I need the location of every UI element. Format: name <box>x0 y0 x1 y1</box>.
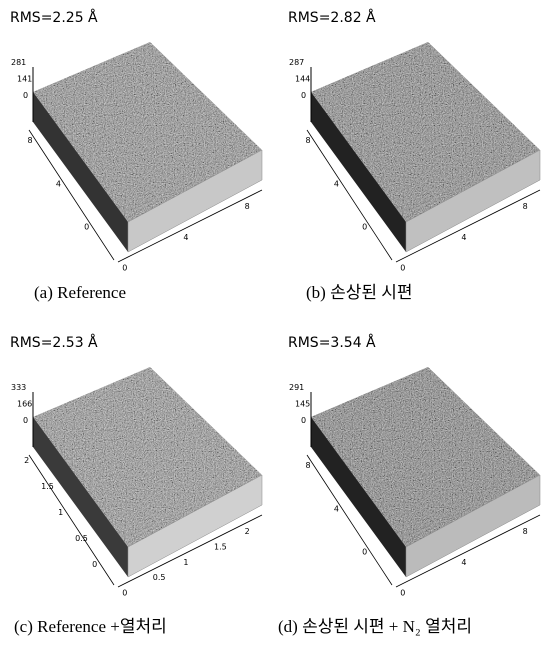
y-tick-label: 8 <box>28 136 33 145</box>
z-tick-label: 141 <box>17 75 32 84</box>
y-tick-label: 8 <box>306 461 311 470</box>
x-tick-label: 4 <box>461 558 466 567</box>
y-tick-label: 4 <box>334 504 339 513</box>
z-tick-label: 333 <box>11 383 26 392</box>
panel-caption: (a) Reference <box>34 283 126 302</box>
x-tick-label: 2 <box>245 527 250 536</box>
rms-label: RMS=3.54 Å <box>288 334 376 351</box>
z-tick-label: 144 <box>295 75 310 84</box>
afm-panel: RMS=2.82 Å 287 144 0 8 4 0 0 4 8 <box>288 9 540 272</box>
figure: RMS=2.25 Å2811410840048(a) ReferenceRMS=… <box>0 0 557 652</box>
afm-panel: RMS=2.53 Å 333 166 0 2 1.5 1 0.5 0 0 0.5 1 1.5 2 <box>10 334 262 597</box>
x-tick-label: 8 <box>523 202 528 211</box>
z-tick-label: 287 <box>289 58 304 67</box>
x-tick-label: 0 <box>400 263 405 272</box>
afm-panel: RMS=3.54 Å 291 145 0 8 4 0 0 4 8 <box>288 334 540 597</box>
x-tick-label: 0 <box>400 588 405 597</box>
y-tick-label: 4 <box>334 179 339 188</box>
y-tick-label: 1.5 <box>41 482 54 491</box>
y-tick-label: 0 <box>362 223 367 232</box>
x-tick-label: 4 <box>461 233 466 242</box>
rms-label: RMS=2.53 Å <box>10 334 98 351</box>
z-tick-label: 0 <box>23 91 28 100</box>
afm-panel: RMS=2.25 Å 281 141 0 8 4 0 0 4 8 <box>10 9 262 272</box>
y-tick-label: 0.5 <box>75 534 88 543</box>
y-tick-label: 0 <box>362 548 367 557</box>
y-tick-label: 0 <box>84 223 89 232</box>
x-tick-label: 8 <box>523 527 528 536</box>
panel-caption: (b) 손상된 시편 <box>306 283 413 302</box>
panel-caption: (c) Reference +열처리 <box>14 617 167 636</box>
x-tick-label: 1.5 <box>214 543 227 552</box>
z-tick-label: 291 <box>289 383 304 392</box>
y-tick-label: 4 <box>56 179 61 188</box>
rms-label: RMS=2.25 Å <box>10 9 98 26</box>
x-tick-label: 0 <box>122 263 127 272</box>
panel-caption: (d) 손상된 시편 + N₂ 열처리 <box>278 617 472 636</box>
y-tick-label: 1 <box>58 508 63 517</box>
z-tick-label: 166 <box>17 400 32 409</box>
rms-label: RMS=2.82 Å <box>288 9 376 26</box>
x-tick-label: 1 <box>183 558 188 567</box>
z-tick-label: 281 <box>11 58 26 67</box>
z-tick-label: 0 <box>23 416 28 425</box>
x-tick-label: 0 <box>122 588 127 597</box>
x-tick-label: 8 <box>245 202 250 211</box>
y-tick-label: 0 <box>92 560 97 569</box>
x-tick-label: 0.5 <box>153 573 166 582</box>
x-tick-label: 4 <box>183 233 188 242</box>
z-tick-label: 145 <box>295 400 310 409</box>
y-tick-label: 8 <box>306 136 311 145</box>
y-tick-label: 2 <box>24 456 29 465</box>
z-tick-label: 0 <box>301 416 306 425</box>
z-tick-label: 0 <box>301 91 306 100</box>
